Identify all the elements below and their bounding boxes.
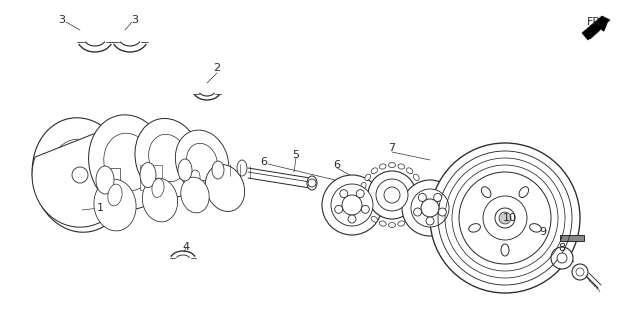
Circle shape: [340, 190, 348, 198]
Ellipse shape: [50, 139, 110, 211]
Circle shape: [322, 175, 382, 235]
Ellipse shape: [380, 221, 386, 226]
Circle shape: [572, 264, 588, 280]
Circle shape: [551, 247, 573, 269]
Circle shape: [362, 205, 369, 213]
Circle shape: [430, 143, 580, 293]
Text: 4: 4: [182, 242, 189, 252]
Circle shape: [376, 179, 408, 211]
Ellipse shape: [413, 174, 419, 180]
Polygon shape: [560, 235, 584, 241]
Ellipse shape: [360, 192, 365, 198]
Circle shape: [434, 193, 442, 201]
Ellipse shape: [529, 224, 541, 232]
Ellipse shape: [388, 163, 396, 167]
Polygon shape: [140, 165, 162, 190]
Text: 2: 2: [213, 63, 221, 73]
Ellipse shape: [398, 164, 404, 169]
Text: 5: 5: [292, 150, 300, 160]
Circle shape: [426, 217, 434, 225]
Ellipse shape: [398, 221, 404, 226]
Circle shape: [411, 189, 449, 227]
Ellipse shape: [371, 216, 378, 222]
Ellipse shape: [481, 187, 491, 197]
Polygon shape: [582, 16, 610, 40]
Ellipse shape: [371, 168, 378, 174]
Ellipse shape: [181, 177, 209, 213]
Ellipse shape: [148, 134, 188, 182]
Ellipse shape: [190, 170, 200, 186]
Circle shape: [499, 212, 511, 224]
Text: 3: 3: [131, 15, 138, 25]
Text: 9: 9: [540, 227, 547, 237]
Ellipse shape: [380, 164, 386, 169]
Text: 10: 10: [503, 213, 517, 223]
Circle shape: [557, 253, 567, 263]
Circle shape: [356, 190, 364, 198]
Circle shape: [438, 208, 446, 216]
Ellipse shape: [365, 210, 371, 216]
Circle shape: [384, 187, 400, 203]
Ellipse shape: [96, 166, 114, 194]
Circle shape: [368, 171, 416, 219]
Circle shape: [419, 193, 426, 201]
Ellipse shape: [32, 118, 128, 232]
Ellipse shape: [418, 182, 423, 189]
Text: FR.: FR.: [588, 17, 605, 27]
Ellipse shape: [142, 178, 178, 222]
Ellipse shape: [152, 179, 164, 197]
Ellipse shape: [418, 201, 423, 208]
Ellipse shape: [187, 143, 218, 181]
Ellipse shape: [140, 163, 156, 188]
Ellipse shape: [468, 224, 481, 232]
Circle shape: [413, 208, 422, 216]
Circle shape: [342, 195, 362, 215]
Ellipse shape: [501, 244, 509, 256]
Ellipse shape: [361, 201, 366, 208]
Ellipse shape: [104, 133, 152, 191]
Text: 7: 7: [388, 143, 396, 153]
Ellipse shape: [237, 160, 247, 176]
Ellipse shape: [65, 157, 95, 193]
Circle shape: [421, 199, 439, 217]
Polygon shape: [32, 130, 128, 227]
Ellipse shape: [175, 130, 228, 194]
Polygon shape: [100, 168, 120, 195]
Ellipse shape: [307, 176, 317, 190]
Ellipse shape: [406, 168, 413, 174]
Text: 8: 8: [559, 243, 566, 253]
Text: 6: 6: [260, 157, 268, 167]
Circle shape: [576, 268, 584, 276]
Ellipse shape: [88, 115, 168, 209]
Ellipse shape: [178, 159, 192, 181]
Circle shape: [331, 184, 373, 226]
Ellipse shape: [419, 192, 424, 198]
Ellipse shape: [365, 174, 371, 180]
Ellipse shape: [388, 222, 396, 227]
Ellipse shape: [413, 210, 419, 216]
Ellipse shape: [135, 118, 201, 197]
Text: 1: 1: [97, 203, 104, 213]
Text: 6: 6: [333, 160, 340, 170]
Ellipse shape: [212, 161, 224, 179]
Ellipse shape: [361, 182, 366, 189]
Circle shape: [308, 179, 316, 187]
Circle shape: [459, 172, 551, 264]
Circle shape: [402, 180, 458, 236]
Ellipse shape: [108, 184, 122, 206]
Circle shape: [348, 215, 356, 223]
Ellipse shape: [205, 164, 244, 211]
Circle shape: [483, 196, 527, 240]
Circle shape: [72, 167, 88, 183]
Text: 3: 3: [58, 15, 65, 25]
Ellipse shape: [519, 187, 529, 197]
Ellipse shape: [406, 216, 413, 222]
Ellipse shape: [94, 179, 136, 231]
Circle shape: [335, 205, 342, 213]
Circle shape: [495, 208, 515, 228]
